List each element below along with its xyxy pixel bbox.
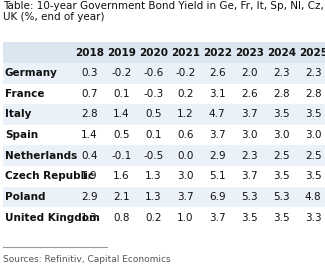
- Text: 2.8: 2.8: [305, 89, 321, 99]
- Text: 2.3: 2.3: [273, 68, 290, 78]
- Text: 3.7: 3.7: [209, 212, 226, 222]
- Text: 5.3: 5.3: [241, 192, 257, 202]
- Text: Netherlands: Netherlands: [5, 151, 77, 161]
- Text: -0.1: -0.1: [111, 151, 131, 161]
- Text: 3.5: 3.5: [305, 171, 321, 181]
- Text: 2.5: 2.5: [273, 151, 290, 161]
- Text: 2025: 2025: [299, 48, 325, 58]
- Text: 3.0: 3.0: [305, 130, 321, 140]
- Text: 1.2: 1.2: [177, 109, 193, 120]
- Text: 3.7: 3.7: [241, 171, 257, 181]
- Text: 2.6: 2.6: [209, 68, 226, 78]
- Text: 0.7: 0.7: [81, 89, 98, 99]
- Text: 2019: 2019: [107, 48, 136, 58]
- Text: 2022: 2022: [203, 48, 232, 58]
- Text: 2.0: 2.0: [241, 68, 257, 78]
- Text: 3.0: 3.0: [273, 130, 290, 140]
- Text: 3.7: 3.7: [177, 192, 193, 202]
- Text: 1.4: 1.4: [113, 109, 129, 120]
- Text: UK (%, end of year): UK (%, end of year): [3, 12, 105, 22]
- Text: 1.6: 1.6: [113, 171, 129, 181]
- Text: 1.3: 1.3: [145, 192, 162, 202]
- Text: -0.6: -0.6: [143, 68, 163, 78]
- Text: United Kingdom: United Kingdom: [5, 212, 100, 222]
- Text: 3.7: 3.7: [209, 130, 226, 140]
- Text: 0.1: 0.1: [145, 130, 162, 140]
- Text: 2020: 2020: [139, 48, 168, 58]
- Text: 0.1: 0.1: [113, 89, 129, 99]
- Text: 3.0: 3.0: [177, 171, 193, 181]
- Text: 0.5: 0.5: [145, 109, 162, 120]
- Text: 0.2: 0.2: [145, 212, 162, 222]
- Text: 2024: 2024: [266, 48, 296, 58]
- Text: 1.4: 1.4: [81, 130, 98, 140]
- Text: 1.9: 1.9: [81, 171, 98, 181]
- Text: 1.3: 1.3: [145, 171, 162, 181]
- Text: 2.3: 2.3: [241, 151, 257, 161]
- Text: 2.9: 2.9: [209, 151, 226, 161]
- Text: 0.4: 0.4: [81, 151, 98, 161]
- Text: 0.5: 0.5: [113, 130, 129, 140]
- Text: 3.5: 3.5: [273, 212, 290, 222]
- Text: 0.3: 0.3: [81, 68, 98, 78]
- Text: 2.1: 2.1: [113, 192, 129, 202]
- Text: 3.3: 3.3: [305, 212, 321, 222]
- Text: France: France: [5, 89, 45, 99]
- Text: 4.7: 4.7: [209, 109, 226, 120]
- Text: -0.2: -0.2: [175, 68, 195, 78]
- Text: 4.8: 4.8: [305, 192, 321, 202]
- Text: Sources: Refinitiv, Capital Economics: Sources: Refinitiv, Capital Economics: [3, 255, 171, 264]
- Text: 5.1: 5.1: [209, 171, 226, 181]
- Text: 1.3: 1.3: [81, 212, 98, 222]
- Text: Spain: Spain: [5, 130, 38, 140]
- Text: 2018: 2018: [75, 48, 104, 58]
- Text: 1.0: 1.0: [177, 212, 193, 222]
- Text: 3.5: 3.5: [241, 212, 257, 222]
- Text: 2.8: 2.8: [81, 109, 98, 120]
- Text: -0.3: -0.3: [143, 89, 163, 99]
- Text: 0.2: 0.2: [177, 89, 193, 99]
- Text: 6.9: 6.9: [209, 192, 226, 202]
- Text: 2.6: 2.6: [241, 89, 257, 99]
- Text: -0.2: -0.2: [111, 68, 131, 78]
- Text: Czech Republic: Czech Republic: [5, 171, 94, 181]
- Text: 2.8: 2.8: [273, 89, 290, 99]
- Text: 3.5: 3.5: [273, 109, 290, 120]
- Text: 2.9: 2.9: [81, 192, 98, 202]
- Text: 3.7: 3.7: [241, 109, 257, 120]
- Text: 5.3: 5.3: [273, 192, 290, 202]
- Text: 0.0: 0.0: [177, 151, 193, 161]
- Text: 2021: 2021: [171, 48, 200, 58]
- Text: 3.5: 3.5: [305, 109, 321, 120]
- Text: 2.5: 2.5: [305, 151, 321, 161]
- Text: 3.0: 3.0: [241, 130, 257, 140]
- Text: 0.6: 0.6: [177, 130, 193, 140]
- Text: 2023: 2023: [235, 48, 264, 58]
- Text: Germany: Germany: [5, 68, 58, 78]
- Text: Table: 10-year Government Bond Yield in Ge, Fr, It, Sp, Nl, Cz, Pl,: Table: 10-year Government Bond Yield in …: [3, 1, 325, 11]
- Text: -0.5: -0.5: [143, 151, 163, 161]
- Text: Poland: Poland: [5, 192, 46, 202]
- Text: 2.3: 2.3: [305, 68, 321, 78]
- Text: Italy: Italy: [5, 109, 31, 120]
- Text: 3.5: 3.5: [273, 171, 290, 181]
- Text: 0.8: 0.8: [113, 212, 129, 222]
- Text: 3.1: 3.1: [209, 89, 226, 99]
